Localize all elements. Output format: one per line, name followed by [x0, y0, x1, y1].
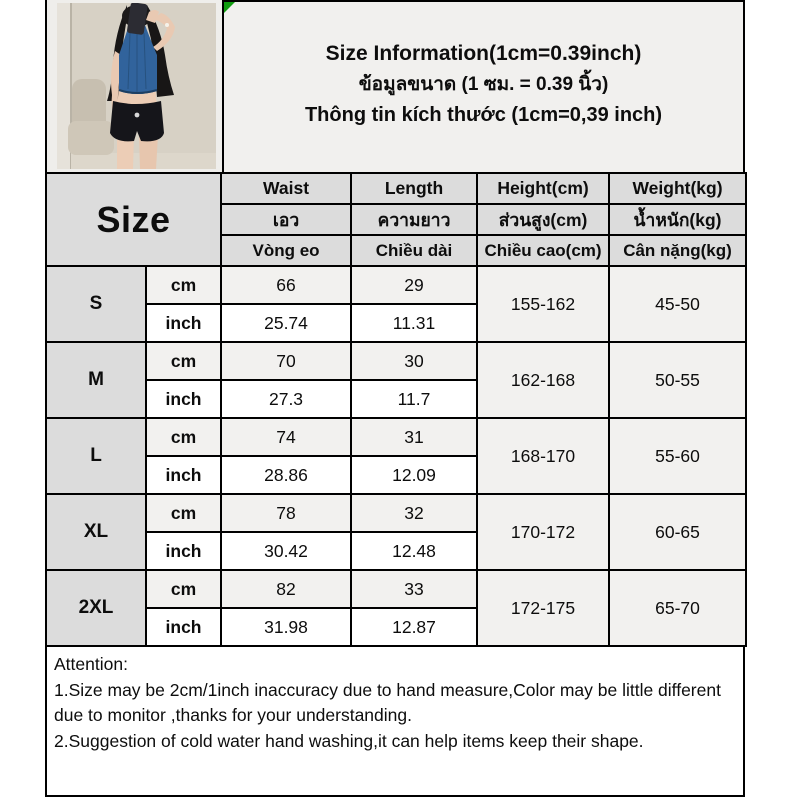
- unit-inch-label: inch: [144, 303, 223, 343]
- size-label: XL: [45, 493, 147, 571]
- unit-cm-label: cm: [144, 341, 223, 381]
- height-range-value: 162-168: [476, 341, 611, 419]
- weight-range-value: 65-70: [608, 569, 748, 647]
- col-header-length-en: Length: [350, 172, 479, 205]
- model-selfie-illustration: [57, 3, 216, 169]
- attention-notes: Attention: 1.Size may be 2cm/1inch inacc…: [45, 647, 745, 797]
- waist-cm-value: 82: [220, 569, 353, 609]
- title-english: Size Information(1cm=0.39inch): [325, 42, 642, 65]
- weight-range-value: 45-50: [608, 265, 748, 343]
- weight-range-value: 50-55: [608, 341, 748, 419]
- col-header-weight-vi: Cân nặng(kg): [608, 234, 748, 267]
- product-photo: [45, 0, 222, 172]
- waist-inch-value: 28.86: [220, 455, 353, 495]
- waist-inch-value: 25.74: [220, 303, 353, 343]
- height-range-value: 172-175: [476, 569, 611, 647]
- size-label: L: [45, 417, 147, 495]
- col-header-waist-th: เอว: [220, 203, 353, 236]
- col-header-weight-th: น้ำหนัก(kg): [608, 203, 748, 236]
- height-range-value: 155-162: [476, 265, 611, 343]
- attention-heading: Attention:: [54, 654, 128, 674]
- waist-inch-value: 27.3: [220, 379, 353, 419]
- col-header-weight-en: Weight(kg): [608, 172, 748, 205]
- height-range-value: 170-172: [476, 493, 611, 571]
- col-header-height-vi: Chiều cao(cm): [476, 234, 611, 267]
- waist-cm-value: 70: [220, 341, 353, 381]
- col-header-length-vi: Chiều dài: [350, 234, 479, 267]
- attention-line-1: 1.Size may be 2cm/1inch inaccuracy due t…: [54, 679, 721, 726]
- size-label: S: [45, 265, 147, 343]
- length-cm-value: 31: [350, 417, 479, 457]
- unit-cm-label: cm: [144, 493, 223, 533]
- corner-flag-icon: [224, 2, 235, 13]
- weight-range-value: 60-65: [608, 493, 748, 571]
- unit-cm-label: cm: [144, 569, 223, 609]
- length-cm-value: 29: [350, 265, 479, 305]
- size-label: M: [45, 341, 147, 419]
- unit-cm-label: cm: [144, 417, 223, 457]
- length-cm-value: 33: [350, 569, 479, 609]
- col-header-length-th: ความยาว: [350, 203, 479, 236]
- top-section: Size Information(1cm=0.39inch) ข้อมูลขนา…: [45, 0, 745, 172]
- waist-inch-value: 31.98: [220, 607, 353, 647]
- length-inch-value: 12.09: [350, 455, 479, 495]
- col-header-height-en: Height(cm): [476, 172, 611, 205]
- waist-cm-value: 74: [220, 417, 353, 457]
- col-header-waist-vi: Vòng eo: [220, 234, 353, 267]
- size-chart-sheet: Size Information(1cm=0.39inch) ข้อมูลขนา…: [44, 0, 748, 797]
- waist-inch-value: 30.42: [220, 531, 353, 571]
- length-inch-value: 11.7: [350, 379, 479, 419]
- col-header-height-th: ส่วนสูง(cm): [476, 203, 611, 236]
- weight-range-value: 55-60: [608, 417, 748, 495]
- size-column-header: Size: [44, 172, 223, 267]
- size-table: Size Waist Length Height(cm) Weight(kg) …: [44, 172, 748, 647]
- height-range-value: 168-170: [476, 417, 611, 495]
- unit-inch-label: inch: [144, 607, 223, 647]
- length-cm-value: 32: [350, 493, 479, 533]
- unit-cm-label: cm: [144, 265, 223, 305]
- length-inch-value: 11.31: [350, 303, 479, 343]
- size-label: 2XL: [45, 569, 147, 647]
- unit-inch-label: inch: [144, 455, 223, 495]
- length-inch-value: 12.87: [350, 607, 479, 647]
- attention-line-2: 2.Suggestion of cold water hand washing,…: [54, 731, 644, 752]
- length-cm-value: 30: [350, 341, 479, 381]
- waist-cm-value: 78: [220, 493, 353, 533]
- waist-cm-value: 66: [220, 265, 353, 305]
- length-inch-value: 12.48: [350, 531, 479, 571]
- title-vietnamese: Thông tin kích thước (1cm=0,39 inch): [304, 104, 663, 126]
- size-info-title-panel: Size Information(1cm=0.39inch) ข้อมูลขนา…: [222, 0, 745, 172]
- unit-inch-label: inch: [144, 531, 223, 571]
- col-header-waist-en: Waist: [220, 172, 353, 205]
- title-thai: ข้อมูลขนาด (1 ซม. = 0.39 นิ้ว): [358, 74, 609, 95]
- unit-inch-label: inch: [144, 379, 223, 419]
